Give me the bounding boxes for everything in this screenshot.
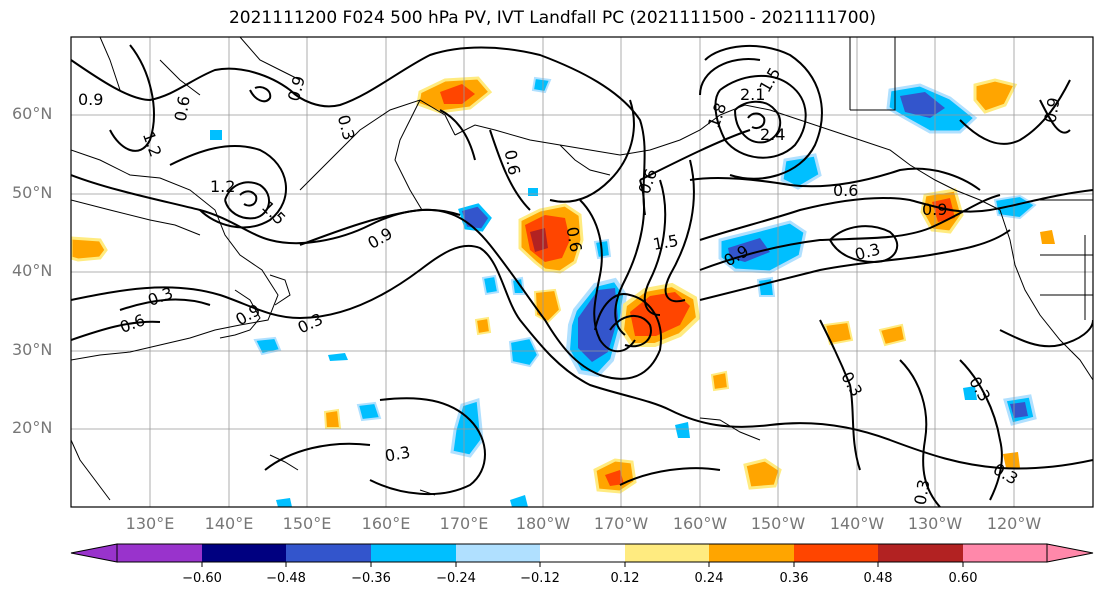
anomaly-patch: [253, 336, 282, 356]
lon-label-170e: 170°E: [439, 514, 489, 533]
colorbar-segment: [202, 544, 286, 562]
colorbar-label: −0.48: [266, 571, 306, 586]
lon-label-150e: 150°E: [282, 514, 332, 533]
anomaly-patch: [728, 238, 770, 262]
anomaly-patch: [993, 194, 1037, 220]
map-title: 2021111200 F024 500 hPa PV, IVT Landfall…: [228, 8, 876, 28]
anomaly-patch: [71, 236, 108, 262]
anomaly-patch: [356, 401, 382, 422]
anomaly-patch: [932, 198, 955, 222]
contour-label: 1.2: [210, 177, 235, 196]
map-frame: [70, 36, 1094, 508]
contour-label: 0.6: [501, 148, 524, 176]
lon-label-130e: 130°E: [125, 514, 175, 533]
pv-contours: [71, 44, 1093, 507]
colorbar-label: 0.48: [863, 571, 893, 586]
anomaly-patch: [450, 398, 484, 458]
colorbar-segment: [625, 544, 709, 562]
contour-label: 0.3: [383, 442, 411, 465]
colorbar-segment: [286, 544, 371, 562]
contour-label: 2.4: [760, 125, 785, 144]
contour-label: 2.1: [740, 85, 765, 104]
lon-label-160w: 160°W: [672, 514, 728, 533]
colorbar-frame: [116, 543, 1048, 563]
anomaly-patch: [210, 130, 222, 140]
anomaly-patch: [743, 458, 782, 490]
colorbar-segment: [456, 544, 540, 562]
colorbar-segment: [117, 544, 202, 562]
contour-label: 0.9: [922, 200, 947, 219]
contour-label: 0.9: [1040, 96, 1063, 124]
lat-label-20n: 20°N: [12, 418, 53, 437]
anomaly-patch: [675, 422, 690, 438]
anomaly-patch: [328, 353, 348, 361]
anomaly-patch: [510, 495, 528, 507]
colorbar-label: −0.60: [182, 571, 222, 586]
anomaly-patch: [756, 276, 776, 297]
lon-label-120w: 120°W: [986, 514, 1042, 533]
lon-label-170w: 170°W: [593, 514, 649, 533]
anomaly-patch: [780, 153, 822, 190]
anomaly-patch: [823, 320, 854, 346]
colorbar-segment: [794, 544, 878, 562]
colorbar-ticks: [201, 562, 964, 567]
colorbar-segment: [371, 544, 456, 562]
colorbar-segment: [878, 544, 963, 562]
anomaly-patch: [963, 386, 977, 400]
anomaly-patch: [1003, 452, 1020, 468]
anomaly-patch: [276, 498, 292, 507]
colorbar-label: 0.36: [779, 571, 809, 586]
anomaly-patch: [973, 78, 1018, 114]
contour-label: 0.6: [833, 181, 858, 200]
anomaly-patch: [605, 470, 624, 486]
anomaly-patch: [531, 76, 552, 94]
contour-label: 0.6: [563, 225, 586, 253]
colorbar-label: 0.24: [694, 571, 724, 586]
colorbar-label: −0.24: [436, 571, 476, 586]
anomaly-patch: [1040, 230, 1055, 244]
colorbar-segment: [540, 544, 625, 562]
lon-label-160e: 160°E: [361, 514, 411, 533]
lon-label-140w: 140°W: [829, 514, 885, 533]
colorbar: [70, 543, 1094, 563]
shaded-anomalies: [71, 76, 1055, 507]
anomaly-patch: [710, 370, 730, 392]
anomaly-patch: [878, 323, 907, 347]
contour-label: 0.9: [78, 90, 103, 109]
anomaly-patch: [323, 408, 342, 429]
anomaly-patch: [508, 336, 540, 368]
anomaly-patch: [510, 276, 526, 295]
colorbar-label: −0.36: [351, 571, 391, 586]
anomaly-patch: [440, 84, 475, 104]
anomaly-patch: [1010, 402, 1028, 418]
contour-label: 1.5: [651, 231, 679, 254]
lon-label-180w: 180°W: [515, 514, 571, 533]
gridlines: [71, 37, 1093, 507]
colorbar-segment: [709, 544, 794, 562]
colorbar-segment: [963, 544, 1047, 562]
anomaly-patch: [578, 288, 618, 362]
anomaly-patch: [481, 274, 500, 296]
colorbar-label: 0.60: [948, 571, 978, 586]
anomaly-patch: [474, 316, 492, 336]
contour-label: 0.6: [171, 94, 194, 122]
colorbar-label: 0.12: [610, 571, 640, 586]
lon-label-140e: 140°E: [204, 514, 254, 533]
coastlines: [71, 37, 1093, 501]
colorbar-label: −0.12: [520, 571, 560, 586]
lon-label-130w: 130°W: [907, 514, 963, 533]
lat-label-60n: 60°N: [12, 104, 53, 123]
anomaly-patch: [530, 228, 548, 252]
colorbar-extend-high: [1046, 543, 1094, 563]
lat-label-40n: 40°N: [12, 261, 53, 280]
lon-label-150w: 150°W: [750, 514, 806, 533]
lat-label-30n: 30°N: [12, 340, 53, 359]
contour-label: 0.3: [910, 478, 933, 506]
lat-label-50n: 50°N: [12, 183, 53, 202]
colorbar-extend-low: [70, 543, 118, 563]
anomaly-patch: [900, 92, 945, 118]
anomaly-patch: [528, 188, 538, 196]
